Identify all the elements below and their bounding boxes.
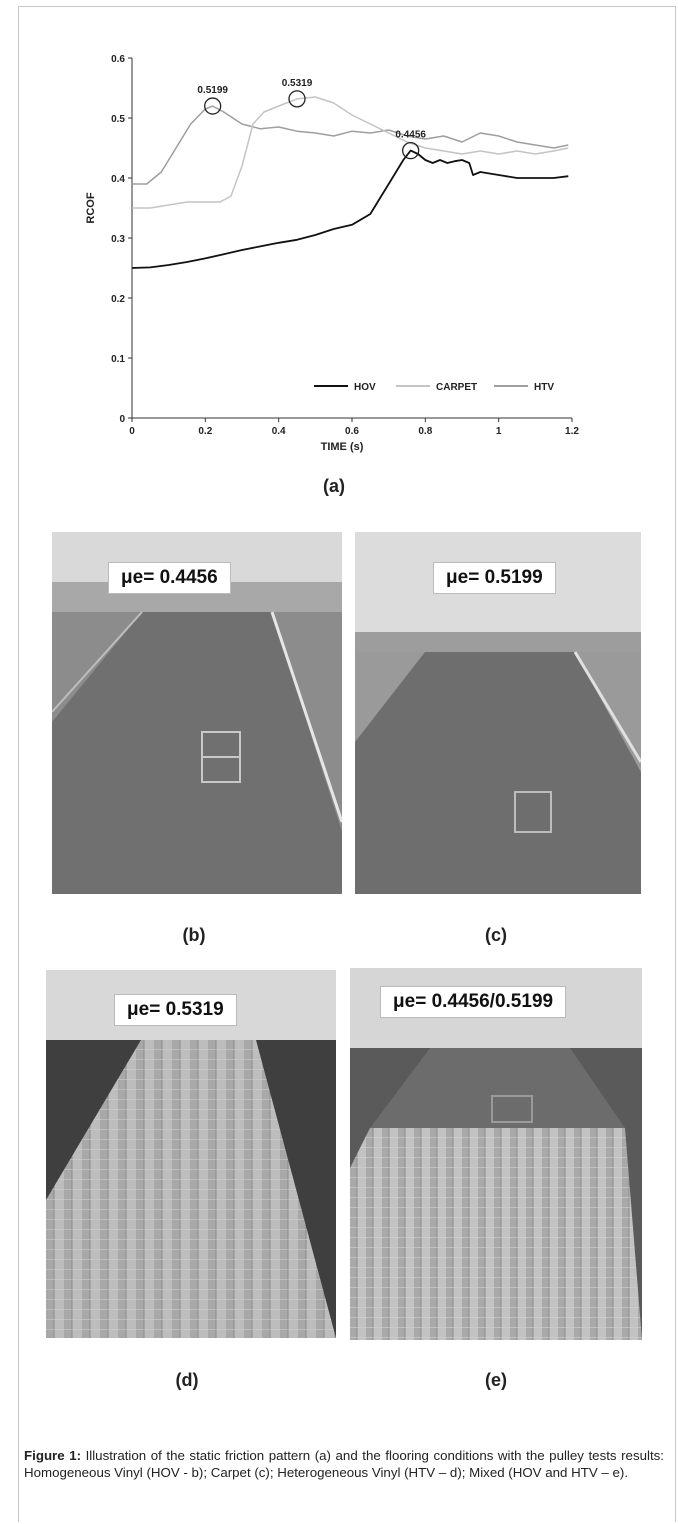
- peak-value-label: 0.4456: [395, 130, 426, 141]
- peak-value-label: 0.5319: [282, 78, 313, 89]
- panel-label-d: (d): [175, 1370, 199, 1390]
- y-tick-label: 0.4: [111, 174, 125, 185]
- y-tick-label: 0.1: [111, 354, 125, 365]
- x-tick-label: 0.4: [272, 426, 286, 437]
- legend-label-hov: HOV: [354, 382, 376, 393]
- x-axis-label: TIME (s): [321, 441, 364, 453]
- mu-value-box: μe= 0.4456: [108, 562, 231, 594]
- floor-illustration-hov: [52, 532, 342, 894]
- series-line-htv: [132, 105, 569, 185]
- photo-hov-floor: μe= 0.4456: [52, 532, 342, 894]
- series-line-carpet: [132, 96, 569, 209]
- floor-illustration-mixed: [350, 968, 642, 1340]
- figure-caption: Figure 1: Illustration of the static fri…: [24, 1447, 664, 1481]
- mu-value-box: μe= 0.4456/0.5199: [380, 986, 567, 1018]
- photo-htv-floor: μe= 0.5319: [46, 970, 336, 1338]
- y-tick-label: 0.6: [111, 54, 125, 65]
- mu-value-box: μe= 0.5199: [433, 562, 556, 594]
- y-axis-label: RCOF: [85, 192, 97, 223]
- y-tick-label: 0: [119, 414, 125, 425]
- photo-mixed-floor: μe= 0.4456/0.5199: [350, 968, 642, 1340]
- peak-marker-circle: [288, 90, 306, 108]
- legend-label-carpet: CARPET: [436, 382, 477, 393]
- y-tick-label: 0.2: [111, 294, 125, 305]
- series-line-hov: [131, 149, 569, 269]
- panel-label-b: (b): [182, 925, 206, 945]
- x-tick-label: 0: [129, 426, 135, 437]
- peak-marker-circle: [402, 141, 420, 160]
- x-tick-label: 0.2: [198, 426, 212, 437]
- caption-label: Figure 1:: [24, 1448, 82, 1463]
- y-tick-label: 0.3: [111, 234, 125, 245]
- panel-label-a: (a): [323, 476, 345, 496]
- peak-marker-circle: [204, 97, 222, 115]
- rcof-line-chart: 0 0.1 0.2 0.3 0.4 0.5 0.6 0 0.2 0.4 0.6 0.8 1 1.2 TIME…: [85, 54, 579, 453]
- peak-value-label: 0.5199: [197, 85, 228, 96]
- caption-text: Illustration of the static friction patt…: [24, 1448, 664, 1480]
- panel-label-e: (e): [485, 1370, 507, 1390]
- x-tick-label: 1.2: [565, 426, 579, 437]
- legend-label-htv: HTV: [534, 382, 554, 393]
- x-tick-label: 0.6: [345, 426, 359, 437]
- figure-frame: [18, 6, 676, 1522]
- mu-value-box: μe= 0.5319: [114, 994, 237, 1026]
- floor-illustration-carpet: [355, 532, 641, 894]
- y-tick-label: 0.5: [111, 114, 125, 125]
- x-tick-label: 0.8: [418, 426, 432, 437]
- panel-label-c: (c): [485, 925, 507, 945]
- photo-carpet-floor: μe= 0.5199: [355, 532, 641, 894]
- x-tick-label: 1: [496, 426, 502, 437]
